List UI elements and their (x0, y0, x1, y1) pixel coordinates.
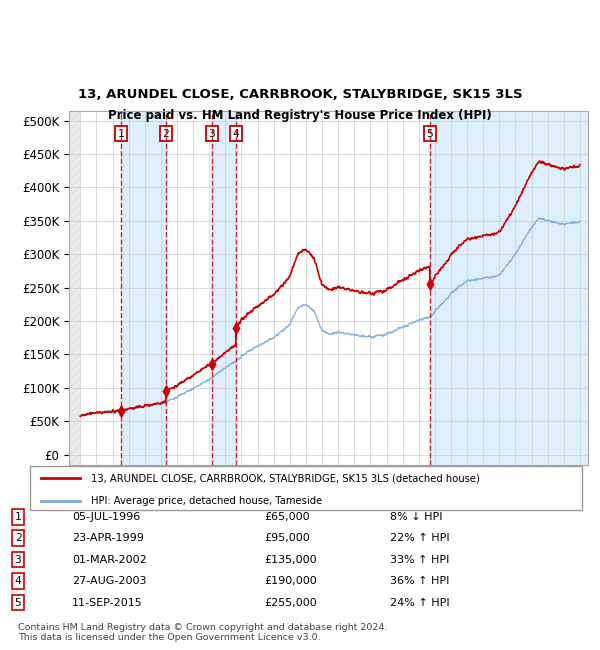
Text: 24% ↑ HPI: 24% ↑ HPI (390, 597, 449, 608)
Bar (212, 111, 236, 465)
Text: £255,000: £255,000 (264, 597, 317, 608)
Text: 11-SEP-2015: 11-SEP-2015 (72, 597, 143, 608)
Text: 36% ↑ HPI: 36% ↑ HPI (390, 576, 449, 586)
Text: 5: 5 (427, 129, 433, 138)
Text: £190,000: £190,000 (264, 576, 317, 586)
Text: £135,000: £135,000 (264, 554, 317, 565)
Text: 4: 4 (232, 129, 239, 138)
Text: 8% ↓ HPI: 8% ↓ HPI (390, 512, 443, 522)
Text: 3: 3 (14, 554, 22, 565)
Text: £65,000: £65,000 (264, 512, 310, 522)
Text: 1: 1 (118, 129, 124, 138)
Text: 13, ARUNDEL CLOSE, CARRBROOK, STALYBRIDGE, SK15 3LS: 13, ARUNDEL CLOSE, CARRBROOK, STALYBRIDG… (77, 88, 523, 101)
Text: 13, ARUNDEL CLOSE, CARRBROOK, STALYBRIDGE, SK15 3LS (detached house): 13, ARUNDEL CLOSE, CARRBROOK, STALYBRIDG… (91, 473, 479, 484)
Text: 1: 1 (14, 512, 22, 522)
Text: 5: 5 (14, 597, 22, 608)
Text: 27-AUG-2003: 27-AUG-2003 (72, 576, 146, 586)
Bar (69, 111, 80, 465)
Text: 33% ↑ HPI: 33% ↑ HPI (390, 554, 449, 565)
FancyBboxPatch shape (30, 466, 582, 510)
Text: 05-JUL-1996: 05-JUL-1996 (72, 512, 140, 522)
Text: HPI: Average price, detached house, Tameside: HPI: Average price, detached house, Tame… (91, 495, 322, 506)
Text: Contains HM Land Registry data © Crown copyright and database right 2024.
This d: Contains HM Land Registry data © Crown c… (18, 623, 388, 642)
Text: 01-MAR-2002: 01-MAR-2002 (72, 554, 147, 565)
Text: 2: 2 (163, 129, 169, 138)
Text: 2: 2 (14, 533, 22, 543)
Bar (430, 111, 588, 465)
Text: 4: 4 (14, 576, 22, 586)
Text: 3: 3 (208, 129, 215, 138)
Text: 22% ↑ HPI: 22% ↑ HPI (390, 533, 449, 543)
Text: Price paid vs. HM Land Registry's House Price Index (HPI): Price paid vs. HM Land Registry's House … (108, 109, 492, 122)
Text: £95,000: £95,000 (264, 533, 310, 543)
Bar (121, 111, 166, 465)
Text: 23-APR-1999: 23-APR-1999 (72, 533, 144, 543)
